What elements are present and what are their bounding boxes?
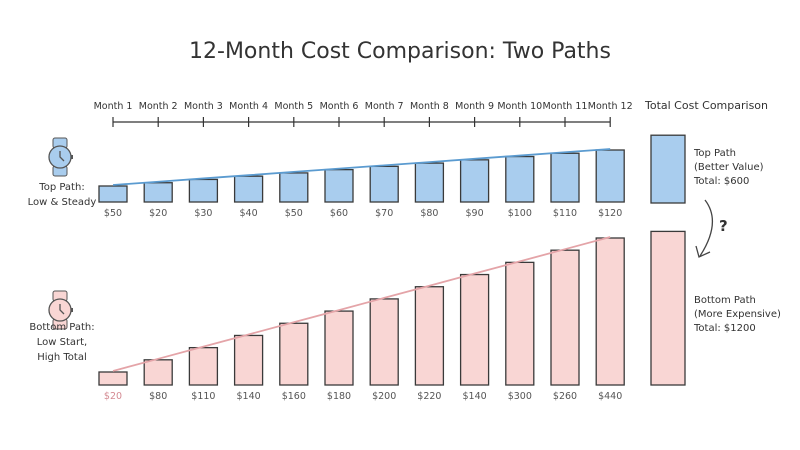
- month-axis: Month 1 Month 2 Month 3 Month 4 Month 5 Month…: [94, 101, 633, 127]
- value-label: $80: [420, 208, 438, 219]
- total-cost-comparison: Total Cost Comparison Top Path (Better Val…: [644, 99, 781, 386]
- month-label: Month 1: [94, 101, 133, 112]
- bar: [98, 371, 128, 386]
- watch-hands: [59, 304, 65, 315]
- bar: [324, 168, 354, 203]
- total-label: Bottom Path: [694, 295, 756, 306]
- value-label: $110: [191, 391, 215, 402]
- month-label: Month 3: [184, 101, 223, 112]
- value-label: $160: [282, 391, 306, 402]
- total-label: Total: $600: [693, 176, 749, 187]
- bar: [595, 237, 625, 386]
- wristwatch-icon: [48, 137, 73, 177]
- total-label: (More Expensive): [694, 309, 781, 320]
- month-label: Month 9: [455, 101, 494, 112]
- arrowhead-icon: [695, 245, 711, 258]
- bar: [414, 162, 445, 203]
- month-label: Month 2: [139, 101, 178, 112]
- bar: [505, 155, 535, 203]
- month-label: Month 8: [410, 101, 449, 112]
- bar: [414, 286, 445, 386]
- bar: [279, 172, 309, 203]
- month-label: Month 5: [274, 101, 313, 112]
- value-label: $140: [237, 391, 261, 402]
- month-label: Month 6: [320, 101, 359, 112]
- value-label: $440: [598, 391, 622, 402]
- value-label: $50: [104, 208, 122, 219]
- bar: [550, 152, 580, 203]
- value-label: $40: [240, 208, 258, 219]
- series-label: Low Start,: [37, 337, 87, 348]
- value-label: $20: [149, 208, 167, 219]
- bar: [459, 273, 490, 386]
- chart-title: 12-Month Cost Comparison: Two Paths: [189, 39, 611, 64]
- wristwatch-icon: [48, 290, 73, 330]
- value-label: $110: [553, 208, 577, 219]
- bar: [550, 249, 580, 386]
- bar: [143, 182, 173, 203]
- bar: [98, 185, 128, 203]
- top-path-series: Top Path: Low & Steady $50 $20 $30 $40 $50 $60 $…: [28, 137, 625, 219]
- question-mark: ?: [719, 217, 728, 235]
- value-label: $220: [417, 391, 441, 402]
- month-label: Month 10: [497, 101, 542, 112]
- total-bar: [650, 230, 686, 386]
- bar: [188, 346, 219, 386]
- value-label: $180: [327, 391, 351, 402]
- value-label: $140: [463, 391, 487, 402]
- bar: [459, 159, 490, 203]
- value-label: $260: [553, 391, 577, 402]
- bar: [143, 359, 173, 386]
- bar: [233, 334, 264, 386]
- value-label: $100: [508, 208, 532, 219]
- series-label: Low & Steady: [28, 197, 97, 208]
- total-label: Top Path: [693, 148, 736, 159]
- month-label: Month 12: [588, 101, 633, 112]
- series-label: High Total: [37, 352, 87, 363]
- watch-hands: [59, 151, 65, 162]
- value-label: $70: [375, 208, 393, 219]
- value-label: $120: [598, 208, 622, 219]
- bar: [233, 175, 264, 203]
- total-label: Total: $1200: [693, 323, 756, 334]
- month-label: Month 11: [543, 101, 588, 112]
- series-label: Top Path:: [38, 182, 84, 193]
- value-label: $50: [285, 208, 303, 219]
- totals-heading: Total Cost Comparison: [644, 99, 768, 112]
- total-label: (Better Value): [694, 162, 764, 173]
- value-label: $80: [149, 391, 167, 402]
- value-label: $200: [372, 391, 396, 402]
- total-bar: [650, 134, 686, 204]
- arrow-icon: [699, 199, 714, 257]
- value-label: $90: [466, 208, 484, 219]
- month-label: Month 7: [365, 101, 404, 112]
- bar: [595, 149, 625, 203]
- value-label: $30: [194, 208, 212, 219]
- bar: [369, 165, 399, 203]
- bar: [188, 178, 219, 203]
- value-label: $20: [104, 391, 122, 402]
- bar: [279, 322, 309, 386]
- series-label: Bottom Path:: [29, 322, 94, 333]
- value-label: $300: [508, 391, 532, 402]
- bottom-path-series: Bottom Path: Low Start, High Total $20 $80 $1…: [29, 236, 625, 402]
- trend-line: [112, 148, 611, 186]
- trend-line: [112, 236, 611, 372]
- value-label: $60: [330, 208, 348, 219]
- month-label: Month 4: [229, 101, 268, 112]
- bar: [324, 310, 354, 386]
- bar: [369, 298, 399, 386]
- bar: [505, 261, 535, 386]
